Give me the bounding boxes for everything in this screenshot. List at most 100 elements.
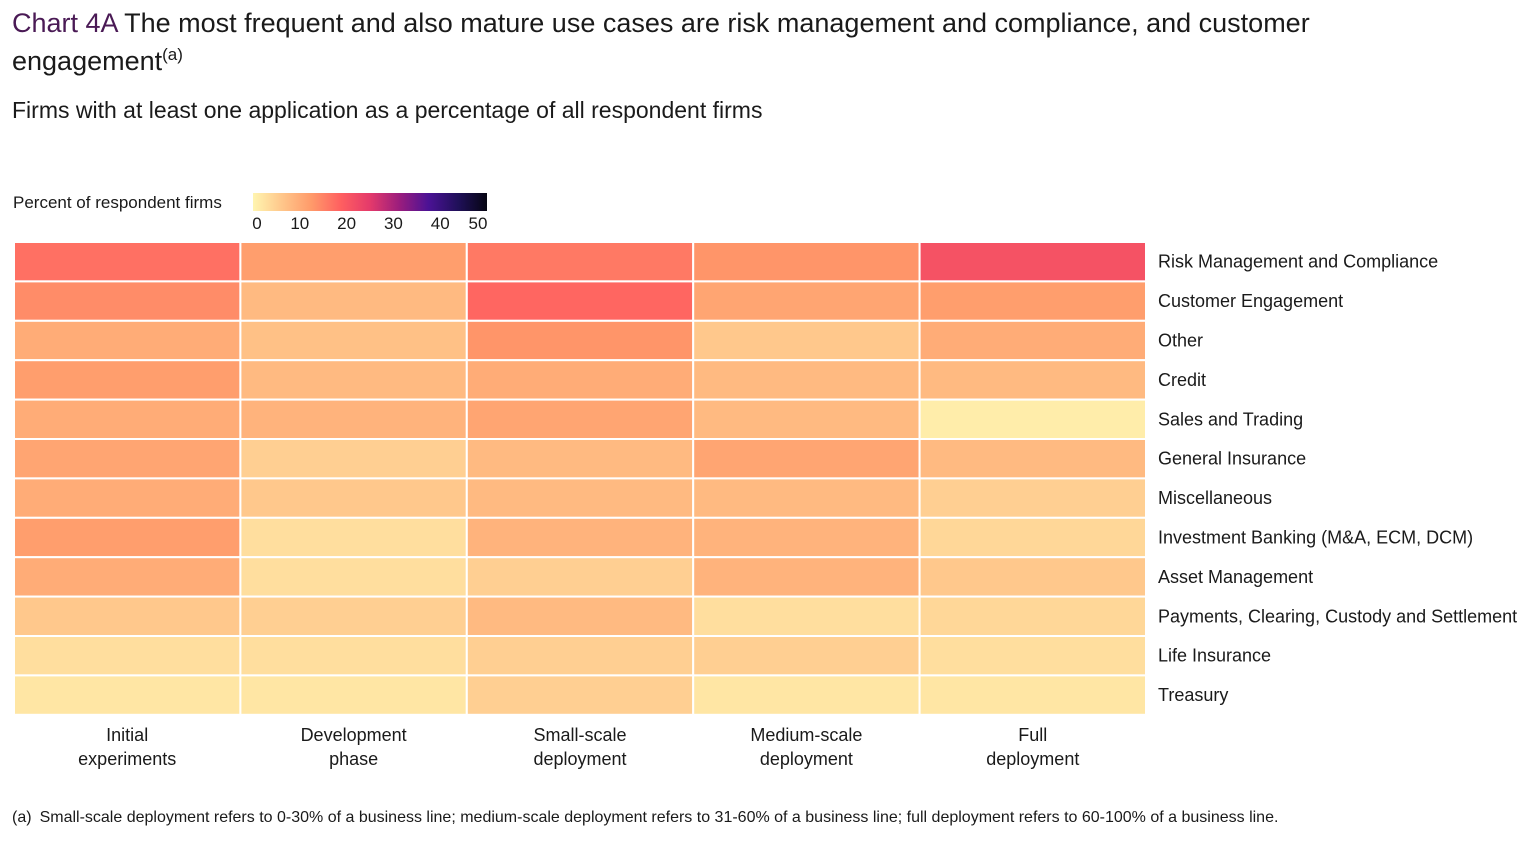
column-label: phase [329,749,378,769]
row-label: Credit [1158,370,1206,390]
heatmap-cell [692,359,921,401]
heatmap-cell [239,595,468,637]
column-label: deployment [533,749,626,769]
heatmap-cell [918,595,1147,637]
heatmap-cells [13,241,1147,716]
heatmap-cell [692,241,921,283]
heatmap-cell [13,359,242,401]
row-label: Sales and Trading [1158,409,1303,429]
heatmap-cell [918,241,1147,283]
heatmap-cell [465,319,695,362]
row-label: Miscellaneous [1158,488,1272,508]
heatmap-cell [13,595,242,637]
legend-tick-label: 10 [290,214,309,233]
legend-tick-label: 40 [431,214,450,233]
heatmap-cell [239,398,468,441]
heatmap-cell [465,359,695,401]
row-label: General Insurance [1158,449,1306,469]
heatmap-cell [239,438,468,480]
column-label: deployment [760,749,853,769]
column-label: deployment [986,749,1079,769]
heatmap-cell [13,319,242,362]
heatmap-cell [465,438,695,480]
row-label: Asset Management [1158,567,1313,587]
heatmap-cell [465,595,695,637]
heatmap-cell [692,398,921,441]
row-labels: Risk Management and Compliance Customer E… [1158,252,1517,705]
heatmap-cell [239,280,468,322]
heatmap-cell [465,556,695,598]
column-label: Medium-scale [750,725,862,745]
heatmap-cell [692,319,921,362]
color-legend: Percent of respondent firms 0 10 20 30 40 50 [13,193,487,233]
chart-title-block: Chart 4A The most frequent and also matu… [12,4,1472,80]
heatmap-cell [239,674,468,716]
heatmap-cell [918,280,1147,322]
heatmap-cell [692,674,921,716]
heatmap-cell [918,438,1147,480]
heatmap-cell [692,595,921,637]
heatmap-cell [692,635,921,677]
heatmap-chart: Percent of respondent firms 0 10 20 30 40 50 R… [13,193,1517,769]
row-label: Treasury [1158,685,1228,705]
heatmap-cell [918,556,1147,598]
footnote: (a) Small-scale deployment refers to 0-30… [12,806,1278,830]
heatmap-cell [918,674,1147,716]
heatmap-cell [692,280,921,322]
heatmap-cell [692,556,921,598]
heatmap-cell [13,398,242,441]
heatmap-cell [692,516,921,559]
column-labels: Initial experiments Development phase Small-… [78,725,1079,769]
heatmap-cell [13,280,242,322]
row-label: Risk Management and Compliance [1158,252,1438,272]
heatmap-cell [13,674,242,716]
heatmap-cell [918,635,1147,677]
heatmap-cell [239,635,468,677]
heatmap-cell [692,438,921,480]
heatmap-cell [465,635,695,677]
column-label: experiments [78,749,176,769]
heatmap-cell [13,241,242,283]
heatmap-cell [465,674,695,716]
heatmap-cell [918,359,1147,401]
heatmap-cell [692,477,921,519]
row-label: Investment Banking (M&A, ECM, DCM) [1158,528,1473,548]
heatmap-cell [13,477,242,519]
footnote-marker: (a) [12,809,32,826]
chart-number: Chart 4A [12,8,118,38]
row-label: Life Insurance [1158,646,1271,666]
heatmap-cell [13,556,242,598]
row-label: Payments, Clearing, Custody and Settleme… [1158,606,1517,626]
heatmap-cell [918,319,1147,362]
chart-title: The most frequent and also mature use ca… [12,8,1310,76]
legend-tick-label: 50 [469,214,488,233]
heatmap-cell [465,241,695,283]
heatmap-cell [239,241,468,283]
heatmap-cell [13,516,242,559]
heatmap-cell [918,516,1147,559]
heatmap-cell [465,280,695,322]
heatmap-cell [918,477,1147,519]
heatmap-cell [465,477,695,519]
heatmap-cell [13,438,242,480]
chart-subtitle: Firms with at least one application as a… [12,97,763,123]
legend-tick-label: 0 [252,214,261,233]
legend-tick-label: 30 [384,214,403,233]
heatmap-cell [239,359,468,401]
heatmap-cell [239,516,468,559]
legend-color-bar [253,193,487,211]
row-label: Customer Engagement [1158,291,1343,311]
column-label: Full [1018,725,1047,745]
heatmap-cell [13,635,242,677]
legend-title: Percent of respondent firms [13,193,222,212]
column-label: Development [301,725,407,745]
column-label: Small-scale [533,725,626,745]
heatmap-cell [239,319,468,362]
heatmap-cell [239,556,468,598]
heatmap-cell [465,398,695,441]
title-footnote-marker: (a) [162,45,183,64]
heatmap-cell [239,477,468,519]
heatmap-cell [465,516,695,559]
footnote-text: Small-scale deployment refers to 0-30% o… [39,809,1279,826]
column-label: Initial [106,725,148,745]
